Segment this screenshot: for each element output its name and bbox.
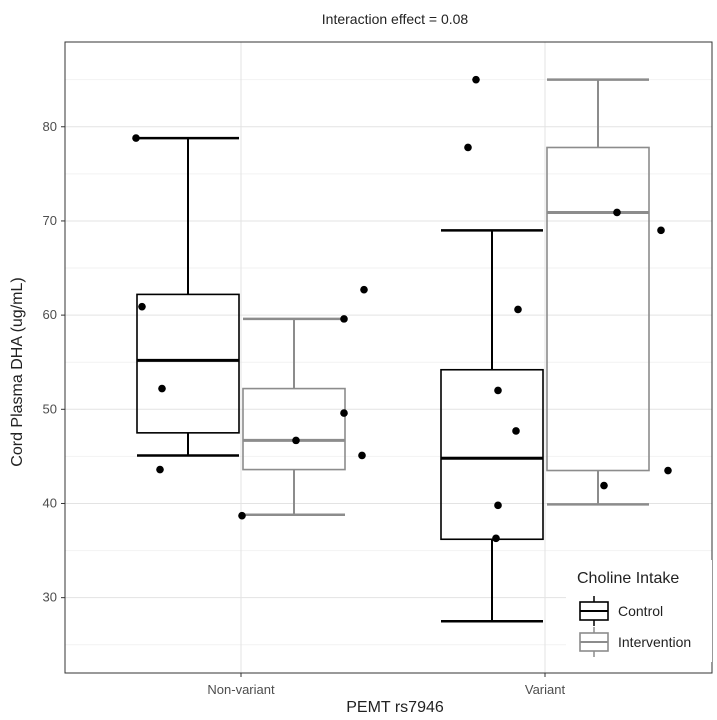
x-tick-label: Non-variant (207, 682, 275, 697)
boxplot-intervention (546, 78, 650, 506)
grid (65, 42, 712, 673)
y-tick-label: 40 (43, 495, 57, 510)
data-point (613, 208, 621, 217)
data-point (138, 302, 146, 311)
y-tick-label: 50 (43, 401, 57, 416)
data-point (494, 501, 502, 510)
axes: 30 40 50 60 70 80 Non-variant Variant (43, 119, 566, 697)
data-point (494, 386, 502, 395)
plot-title: Interaction effect = 0.08 (322, 11, 469, 27)
legend-item-control: Control (579, 596, 663, 626)
data-point (156, 465, 164, 474)
plot-panel-border (64, 41, 713, 674)
y-tick-label: 30 (43, 590, 57, 605)
data-point (360, 285, 368, 294)
legend-label: Intervention (618, 634, 691, 650)
data-point (512, 427, 520, 435)
data-point (492, 534, 500, 543)
y-tick-label: 60 (43, 307, 57, 322)
data-layer (132, 75, 672, 623)
data-point (464, 143, 472, 152)
data-point (664, 466, 672, 475)
data-point (657, 226, 665, 235)
boxplot-control (440, 229, 544, 623)
points-intervention-group (238, 208, 672, 520)
data-point (132, 134, 140, 142)
x-axis-title: PEMT rs7946 (346, 699, 444, 716)
boxplot-intervention (242, 317, 346, 517)
x-tick-label: Variant (525, 682, 566, 697)
data-point (340, 315, 348, 323)
box-iqr (440, 368, 544, 541)
y-axis-title: Cord Plasma DHA (ug/mL) (9, 277, 26, 466)
legend-title: Choline Intake (577, 570, 679, 587)
legend-item-intervention: Intervention (579, 627, 691, 657)
y-tick-label: 70 (43, 213, 57, 228)
legend: Choline Intake Control Intervention (566, 560, 712, 662)
box-iqr (136, 293, 240, 434)
data-point (600, 481, 608, 490)
data-point (358, 451, 366, 460)
series-intervention-group (242, 78, 650, 517)
points-control-group (132, 75, 522, 543)
box-iqr (242, 387, 346, 471)
data-point (238, 511, 246, 520)
box-iqr (546, 146, 650, 472)
data-point (158, 384, 166, 393)
data-point (472, 75, 480, 84)
legend-label: Control (618, 603, 663, 619)
y-tick-label: 80 (43, 119, 57, 134)
boxplot-control (136, 136, 240, 457)
series-control-group (136, 136, 544, 623)
data-point (340, 409, 348, 417)
data-point (514, 305, 522, 314)
data-point (292, 436, 300, 445)
